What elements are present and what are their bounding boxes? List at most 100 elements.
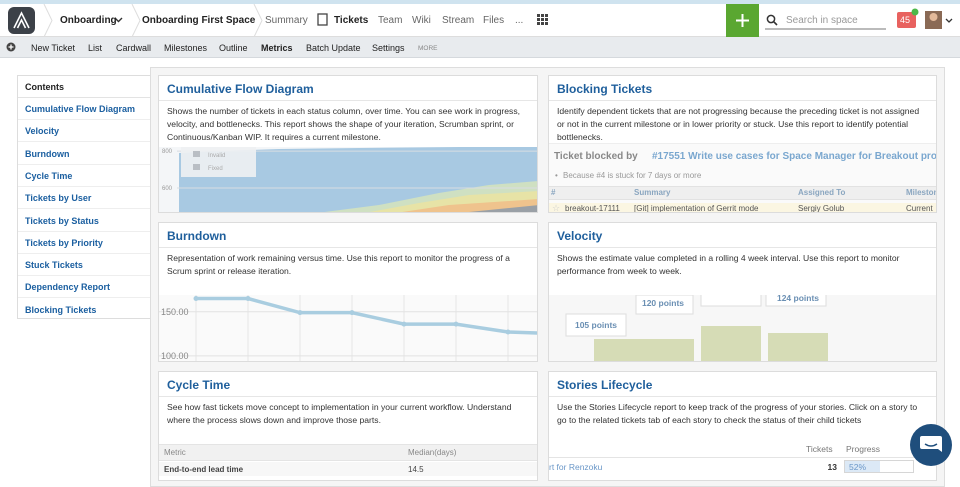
notifications-count: 45 xyxy=(900,15,911,25)
card-title[interactable]: Burndown xyxy=(167,229,227,243)
y-tick-label: 100.00 xyxy=(161,351,189,361)
user-menu[interactable] xyxy=(945,18,953,23)
progress-box: 52% xyxy=(844,460,914,473)
bar xyxy=(701,326,761,361)
table-row xyxy=(549,203,936,212)
table-header xyxy=(549,186,936,200)
sidebar-link[interactable]: Cumulative Flow Diagram xyxy=(25,104,136,114)
apps-icon[interactable] xyxy=(537,14,548,25)
sub-nav: New Ticket List Cardwall Milestones Outline M… xyxy=(0,37,960,58)
divider xyxy=(18,230,150,232)
sidebar-title: Contents xyxy=(25,82,64,92)
dropdown-icon[interactable] xyxy=(114,17,123,23)
y-tick-label: 150.00 xyxy=(161,307,189,317)
sub-nav-item[interactable]: Cardwall xyxy=(116,43,152,53)
sub-nav-item[interactable]: New Ticket xyxy=(31,43,76,53)
sub-nav-item[interactable]: MORE xyxy=(418,45,438,52)
sidebar-link[interactable]: Stuck Tickets xyxy=(25,260,83,271)
table-cell: Sergiy Golub xyxy=(798,204,845,213)
card-description: Representation of work remaining versus … xyxy=(167,253,510,276)
column-header: Summary xyxy=(634,188,671,197)
divider xyxy=(18,297,150,299)
avatar-face xyxy=(929,13,938,21)
burndown-card: Burndown Representation of work remainin… xyxy=(158,222,538,362)
card-header xyxy=(159,372,537,397)
sub-nav-item[interactable]: Milestones xyxy=(164,43,208,53)
sidebar-link[interactable]: Cycle Time xyxy=(25,170,73,181)
sub-nav-item[interactable]: List xyxy=(88,43,103,53)
blocking-table: # Summary Assigned To Milestone ☆ breakout-17… xyxy=(549,186,936,213)
sub-nav-item[interactable]: Outline xyxy=(219,43,248,53)
legend xyxy=(181,147,256,177)
sidebar-link[interactable]: Tickets by User xyxy=(25,193,92,204)
bullet: • xyxy=(555,171,558,180)
progress-fill xyxy=(845,461,881,472)
sub-nav-item[interactable]: Batch Update xyxy=(306,43,361,53)
sidebar-link[interactable]: Burndown xyxy=(25,148,70,159)
stories-card: Stories Lifecycle Use the Stories Lifecy… xyxy=(548,371,937,481)
cycle-table: Metric Median(days) End-to-end lead time 14… xyxy=(159,444,537,480)
nav-tab[interactable]: ... xyxy=(515,15,524,26)
column-header: Progress xyxy=(846,444,881,454)
story-link[interactable]: rt for Renzoku xyxy=(549,462,603,472)
point xyxy=(297,310,303,316)
label-box xyxy=(565,313,627,337)
table-cell[interactable]: [Git] implementation of Gerrit mode xyxy=(634,204,759,213)
point xyxy=(245,296,251,302)
tickets-icon xyxy=(317,13,328,26)
divider xyxy=(18,119,150,120)
nav-tab[interactable]: Stream xyxy=(442,15,475,26)
divider xyxy=(18,275,150,277)
card-header xyxy=(159,223,537,248)
blocked-ticket[interactable]: #17551 Write use cases for Space Manager… xyxy=(652,151,937,162)
sidebar-link[interactable]: Blocking Tickets xyxy=(25,304,97,315)
cfd-card: Cumulative Flow Diagram Shows the number… xyxy=(158,75,538,213)
bar-label: 124 points xyxy=(777,295,819,303)
table-cell: End-to-end lead time xyxy=(164,465,244,474)
sub-nav-item[interactable]: Metrics xyxy=(261,43,293,53)
sidebar-link[interactable]: Velocity xyxy=(25,126,60,137)
top-nav: Onboarding Onboarding First Space Search… xyxy=(0,4,960,37)
y-tick-label: 800 xyxy=(162,149,173,155)
card-title[interactable]: Blocking Tickets xyxy=(557,82,653,96)
space-name[interactable]: Onboarding First Space xyxy=(142,15,256,26)
progress-label: 52% xyxy=(849,462,867,472)
nav-tab[interactable]: Tickets xyxy=(334,15,369,26)
sidebar-link[interactable]: Tickets by Status xyxy=(25,215,99,226)
space-menu[interactable]: Onboarding xyxy=(60,15,117,26)
divider xyxy=(18,185,150,187)
card-title[interactable]: Velocity xyxy=(557,229,603,243)
card-title[interactable]: Cumulative Flow Diagram xyxy=(167,82,314,96)
column-header: # xyxy=(551,188,556,197)
card-header xyxy=(159,76,537,101)
table-cell: 14.5 xyxy=(408,465,424,474)
blocking-preview: Ticket blocked by #17551 Write use cases… xyxy=(549,143,937,213)
y-tick-label: 600 xyxy=(162,186,173,192)
cycle-card: Cycle Time See how fast tickets move con… xyxy=(158,371,538,481)
sub-nav-item[interactable]: Settings xyxy=(372,43,405,53)
notifications-badge[interactable] xyxy=(897,12,916,28)
label-box xyxy=(765,295,827,307)
legend-swatch xyxy=(193,151,200,157)
column-header: Tickets xyxy=(806,444,833,454)
block-reason: Because #4 is stuck for 7 days or more xyxy=(563,171,702,180)
nav-tab[interactable]: Files xyxy=(483,15,505,26)
add-icon xyxy=(736,14,749,27)
bar xyxy=(594,339,694,361)
sidebar-link[interactable]: Tickets by Priority xyxy=(25,237,103,248)
velocity-card: Velocity Shows the estimate value comple… xyxy=(548,222,937,362)
help-button[interactable] xyxy=(909,423,953,467)
card-title[interactable]: Stories Lifecycle xyxy=(557,378,653,392)
column-header: Assigned To xyxy=(798,188,846,197)
column-header: Milestone xyxy=(906,188,936,197)
stories-table: Tickets Progress rt for Renzoku 13 52% xyxy=(549,441,936,480)
nav-tab[interactable]: Wiki xyxy=(412,15,431,26)
sidebar-link[interactable]: Dependency Report xyxy=(25,282,111,293)
table-cell[interactable]: breakout-17111 xyxy=(565,204,620,213)
nav-tab[interactable]: Summary xyxy=(265,15,308,26)
search-input[interactable]: Search in space xyxy=(786,15,858,26)
nav-tab[interactable]: Team xyxy=(378,15,403,26)
ticket-count: 13 xyxy=(827,462,837,472)
card-title[interactable]: Cycle Time xyxy=(167,378,231,392)
